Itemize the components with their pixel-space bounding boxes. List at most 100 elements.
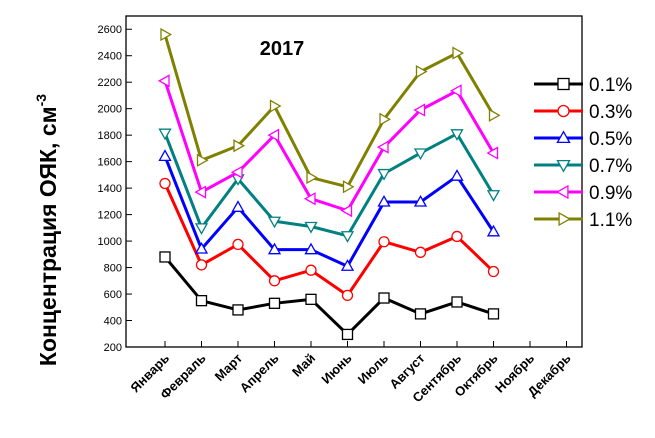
marker-square (305, 293, 317, 305)
legend-item: 0.5% (534, 129, 632, 150)
legend-item: 1.1% (534, 210, 632, 231)
series-line (163, 132, 495, 238)
y-tick-label: 400 (104, 316, 122, 328)
marker-triangle-up (158, 149, 172, 161)
y-tick-label: 2400 (98, 51, 122, 63)
marker-triangle-left (486, 146, 499, 160)
series-line (163, 155, 495, 268)
y-tick-label: 2600 (98, 24, 122, 36)
series-layer (157, 27, 501, 341)
marker-square (341, 328, 354, 341)
y-tick-label: 2200 (98, 77, 122, 89)
y-tick-label: 1400 (98, 183, 122, 195)
marker-circle (557, 104, 570, 118)
marker-circle (451, 230, 463, 243)
marker-square (414, 308, 427, 320)
marker-square (557, 77, 570, 91)
series-line (163, 34, 495, 189)
marker-triangle-right (196, 153, 209, 167)
marker-circle (341, 289, 354, 302)
marker-square (378, 292, 390, 304)
marker-square (487, 308, 500, 320)
marker-triangle-left (413, 103, 426, 117)
marker-triangle-left (303, 192, 316, 206)
legend: 0.1% 0.3% 0.5% 0.7% 0.9% 1.1% (534, 75, 632, 231)
marker-triangle-up (267, 242, 282, 255)
legend-label: 0.3% (589, 102, 632, 123)
series-1.1% (160, 27, 501, 194)
series-line (163, 80, 495, 213)
series-0.3% (159, 177, 500, 302)
marker-square (232, 304, 244, 316)
y-axis-ticks: 200 400 600 800 1000 1200 1400 1600 1800 2000 2200… (98, 24, 132, 354)
marker-triangle-down (413, 148, 428, 161)
marker-triangle-right (342, 180, 355, 194)
marker-triangle-up (340, 259, 355, 271)
marker-triangle-down (450, 129, 464, 141)
marker-triangle-up (413, 194, 428, 207)
legend-item: 0.7% (534, 156, 632, 177)
marker-triangle-left (267, 128, 280, 142)
marker-triangle-up (450, 169, 464, 181)
x-tick-label: Март (212, 351, 245, 384)
series-0.5% (158, 149, 501, 271)
series-0.7% (158, 128, 501, 243)
y-tick-label: 800 (104, 263, 122, 275)
marker-triangle-left (449, 84, 462, 98)
y-tick-label: 1600 (98, 157, 122, 169)
marker-circle (159, 177, 171, 190)
legend-label: 0.9% (589, 183, 632, 204)
marker-triangle-right (488, 108, 501, 122)
chart-title: 2017 (260, 38, 305, 60)
y-tick-label: 1000 (98, 236, 122, 248)
marker-circle (378, 236, 390, 248)
y-tick-label: 2000 (98, 104, 122, 116)
marker-triangle-down (194, 223, 209, 235)
marker-triangle-down (486, 190, 501, 202)
marker-square (451, 296, 463, 308)
marker-circle (195, 259, 208, 271)
marker-triangle-left (194, 185, 207, 199)
marker-triangle-right (379, 112, 392, 126)
legend-label: 0.7% (589, 156, 632, 177)
marker-triangle-right (306, 170, 319, 185)
marker-triangle-left (340, 204, 353, 218)
marker-circle (305, 264, 317, 276)
legend-label: 1.1% (589, 210, 632, 231)
marker-triangle-up (377, 194, 391, 207)
marker-triangle-up (304, 242, 318, 255)
y-tick-label: 1800 (98, 130, 122, 142)
legend-label: 0.5% (589, 129, 632, 150)
marker-triangle-left (230, 165, 243, 179)
marker-circle (268, 275, 281, 287)
legend-item: 0.1% (534, 75, 632, 96)
y-tick-label: 1200 (98, 210, 122, 222)
marker-triangle-left (157, 74, 170, 88)
y-axis-label-superscript: -3 (33, 94, 49, 107)
legend-label: 0.1% (589, 75, 632, 96)
marker-triangle-up (194, 241, 209, 254)
marker-circle (487, 265, 500, 278)
marker-triangle-right (558, 211, 572, 227)
marker-triangle-down (158, 128, 172, 141)
series-0.1% (159, 251, 500, 341)
x-tick-label: Май (289, 351, 318, 380)
marker-triangle-right (233, 139, 246, 153)
y-axis-label: Концентрация ОЯК, см-3 (33, 94, 61, 366)
marker-square (268, 297, 281, 309)
marker-square (159, 251, 171, 263)
y-tick-label: 200 (104, 342, 122, 354)
marker-triangle-left (376, 140, 389, 154)
marker-triangle-left (555, 184, 569, 200)
marker-square (195, 295, 208, 307)
marker-triangle-down (304, 221, 318, 234)
marker-triangle-down (377, 168, 391, 181)
marker-triangle-right (160, 27, 173, 42)
series-0.9% (157, 74, 499, 218)
marker-triangle-up (556, 130, 571, 144)
y-axis-label-text: Концентрация ОЯК, см (35, 106, 61, 366)
marker-triangle-right (269, 99, 282, 113)
legend-item: 0.3% (534, 102, 632, 123)
